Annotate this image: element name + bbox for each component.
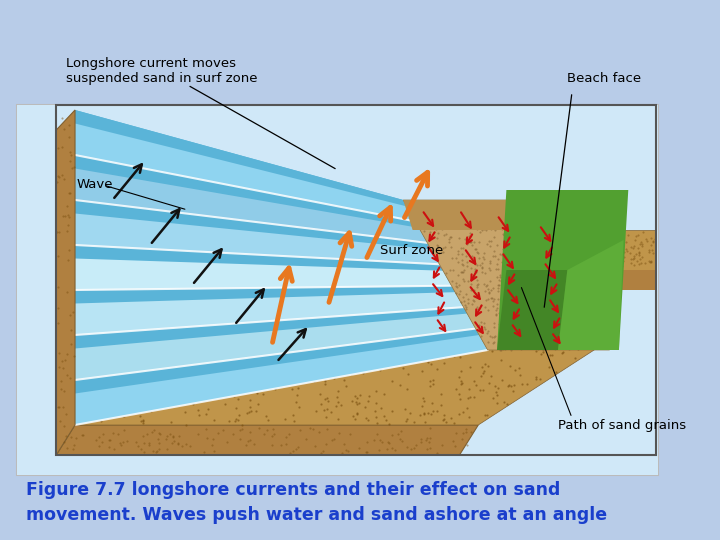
Polygon shape: [516, 270, 657, 290]
Polygon shape: [75, 124, 415, 221]
Polygon shape: [75, 213, 439, 264]
Polygon shape: [516, 230, 657, 270]
Polygon shape: [75, 307, 476, 380]
Polygon shape: [497, 270, 567, 350]
Text: Longshore current moves
suspended sand in surf zone: Longshore current moves suspended sand i…: [66, 57, 257, 85]
Text: Beach face: Beach face: [567, 72, 642, 85]
Text: Surf zone: Surf zone: [379, 244, 443, 256]
Text: Path of sand grains: Path of sand grains: [558, 418, 686, 431]
Polygon shape: [497, 190, 629, 350]
Polygon shape: [75, 340, 610, 425]
Polygon shape: [403, 200, 525, 230]
Polygon shape: [403, 200, 610, 350]
Polygon shape: [75, 200, 439, 264]
Polygon shape: [75, 292, 464, 335]
Polygon shape: [75, 245, 451, 290]
Polygon shape: [75, 286, 464, 335]
Polygon shape: [558, 240, 624, 350]
Polygon shape: [56, 110, 75, 455]
Text: Wave: Wave: [77, 179, 113, 192]
Text: Figure 7.7 longshore currents and their effect on sand: Figure 7.7 longshore currents and their …: [26, 481, 561, 499]
Polygon shape: [75, 314, 476, 380]
Polygon shape: [75, 110, 487, 425]
Text: movement. Waves push water and sand ashore at an angle: movement. Waves push water and sand asho…: [26, 506, 608, 524]
FancyBboxPatch shape: [17, 105, 658, 475]
Polygon shape: [75, 328, 487, 425]
Polygon shape: [75, 259, 451, 290]
Polygon shape: [17, 105, 658, 475]
Polygon shape: [75, 335, 487, 425]
Polygon shape: [75, 155, 428, 243]
Polygon shape: [75, 110, 415, 221]
Polygon shape: [56, 425, 478, 455]
Polygon shape: [75, 168, 428, 243]
